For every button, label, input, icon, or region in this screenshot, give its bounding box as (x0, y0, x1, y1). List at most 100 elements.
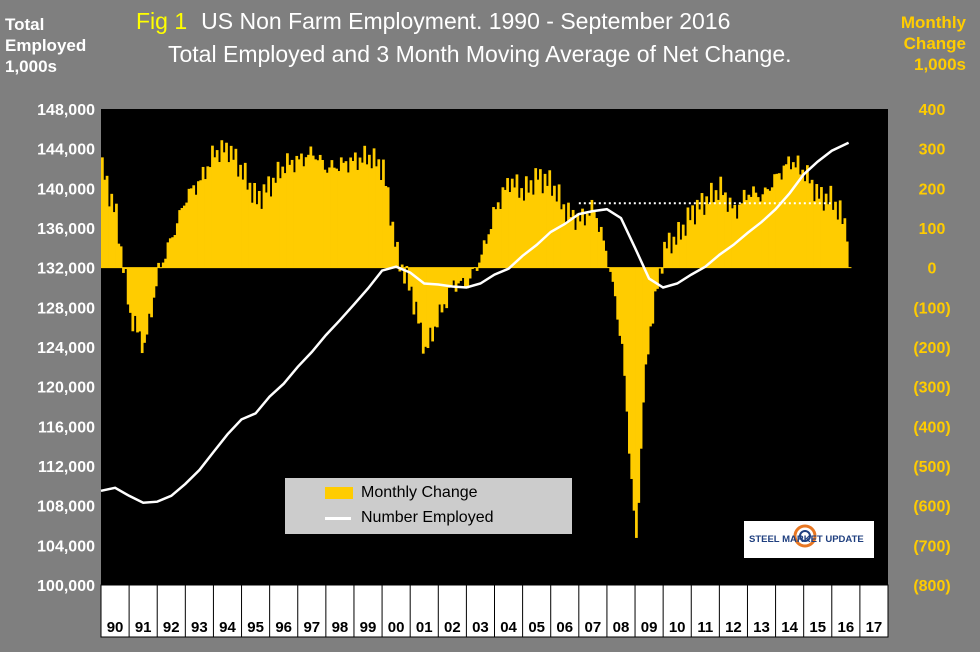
x-tick-label: 93 (191, 619, 208, 636)
monthly-change-bar (597, 231, 601, 268)
monthly-change-bar (166, 242, 170, 268)
left-axis-title-line: Employed (5, 36, 87, 55)
monthly-change-bar (588, 215, 591, 268)
monthly-change-bar (250, 202, 254, 268)
monthly-change-bar (471, 267, 474, 270)
monthly-change-bar (688, 220, 692, 268)
monthly-change-bar (300, 153, 303, 268)
monthly-change-bar (494, 209, 498, 268)
monthly-change-bar (480, 254, 484, 268)
monthly-change-bar (349, 157, 353, 268)
monthly-change-bar (286, 153, 289, 268)
x-tick-label: 96 (275, 619, 292, 636)
monthly-change-bar (578, 221, 582, 268)
x-tick-label: 98 (332, 619, 349, 636)
monthly-change-bar (625, 267, 629, 412)
monthly-change-bar (372, 148, 376, 268)
monthly-change-bar (529, 180, 533, 268)
monthly-change-bar (787, 156, 791, 268)
monthly-change-bar (639, 267, 643, 449)
right-tick-label: (100) (913, 300, 950, 317)
monthly-change-bar (515, 174, 519, 268)
monthly-change-bar (815, 184, 819, 268)
monthly-change-bar (255, 204, 259, 268)
monthly-change-bar (222, 152, 226, 268)
monthly-change-bar (808, 183, 812, 268)
x-tick-label: 01 (416, 619, 433, 636)
monthly-change-bar (777, 173, 781, 268)
monthly-change-bar (454, 267, 458, 292)
monthly-change-bar (768, 190, 772, 268)
monthly-change-bar (539, 169, 542, 268)
monthly-change-bar (709, 182, 713, 268)
monthly-change-bar (421, 267, 425, 354)
monthly-change-bar (363, 145, 367, 268)
monthly-change-bar (337, 171, 341, 268)
monthly-change-bar (225, 142, 228, 268)
monthly-change-bar (616, 267, 620, 320)
monthly-change-bar (424, 267, 427, 347)
monthly-change-bar (489, 228, 493, 268)
left-axis-title-line: Total (5, 15, 45, 34)
monthly-change-bar (543, 173, 547, 268)
monthly-change-bar (546, 185, 549, 268)
monthly-change-bar (794, 167, 798, 268)
monthly-change-bar (553, 185, 556, 268)
monthly-change-bar (386, 187, 390, 268)
monthly-change-bar (613, 267, 617, 297)
right-tick-label: 200 (919, 181, 946, 198)
monthly-change-bar (541, 193, 545, 268)
monthly-change-bar (630, 267, 634, 479)
monthly-change-bar (651, 267, 655, 324)
monthly-change-bar (644, 267, 648, 365)
monthly-change-bar (574, 229, 577, 268)
monthly-change-bar (353, 152, 357, 268)
monthly-change-bar (391, 221, 395, 268)
monthly-change-bar (813, 201, 816, 268)
right-axis-ticks: (800) (700) (600) (500) (400) (300) (200) (100)… (913, 102, 950, 595)
monthly-change-bar (789, 169, 793, 268)
monthly-change-bar (620, 267, 624, 344)
left-tick-label: 112,000 (38, 459, 95, 476)
monthly-change-bar (204, 179, 207, 268)
x-tick-label: 95 (247, 619, 264, 636)
monthly-change-bar (468, 267, 472, 279)
monthly-change-bar (384, 185, 388, 268)
right-tick-label: (600) (913, 499, 950, 516)
monthly-change-bar (820, 187, 823, 268)
monthly-change-bar (264, 192, 268, 268)
monthly-change-bar (229, 145, 233, 268)
legend-item-number-employed: Number Employed (325, 509, 494, 527)
monthly-change-bar (129, 267, 132, 313)
right-tick-label: 400 (919, 102, 946, 119)
monthly-change-bar (152, 267, 156, 298)
monthly-change-bar (667, 232, 671, 268)
monthly-change-bar (314, 159, 317, 268)
monthly-change-bar (281, 166, 285, 268)
title-line-1: Fig 1 US Non Farm Employment. 1990 - Sept… (136, 8, 868, 35)
monthly-change-bar (407, 267, 411, 291)
monthly-change-bar (122, 267, 125, 273)
monthly-change-bar (775, 173, 779, 268)
monthly-change-bar (435, 267, 439, 328)
right-tick-label: (700) (913, 538, 950, 555)
monthly-change-bar (140, 267, 144, 354)
monthly-change-bar (632, 267, 636, 511)
monthly-change-bar (307, 154, 310, 268)
monthly-change-bar (770, 187, 774, 268)
x-tick-label: 11 (697, 619, 713, 636)
monthly-change-bar (536, 179, 540, 268)
monthly-change-bar (628, 267, 631, 454)
steel-market-update-logo: STEEL MARKET UPDATE (744, 521, 874, 558)
monthly-change-bar (782, 165, 786, 268)
monthly-change-bar (700, 193, 704, 268)
monthly-change-bar (531, 194, 535, 268)
monthly-change-bar (564, 223, 568, 268)
monthly-change-bar (672, 236, 676, 268)
right-tick-label: (300) (913, 380, 950, 397)
monthly-change-bar (693, 224, 697, 268)
monthly-change-bar (185, 202, 189, 268)
monthly-change-bar (817, 198, 821, 268)
monthly-change-bar (431, 267, 435, 342)
monthly-change-bar (571, 209, 575, 268)
